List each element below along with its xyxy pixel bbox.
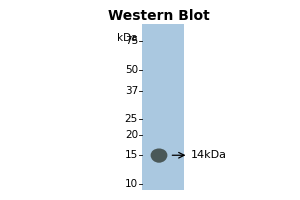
Text: 15: 15 xyxy=(125,150,138,160)
Bar xyxy=(142,24,184,190)
Text: 37: 37 xyxy=(125,86,138,96)
Text: 20: 20 xyxy=(125,130,138,140)
Text: 14kDa: 14kDa xyxy=(190,150,226,160)
Title: Western Blot: Western Blot xyxy=(108,9,210,23)
Text: 25: 25 xyxy=(125,114,138,124)
Ellipse shape xyxy=(151,148,167,163)
Text: 50: 50 xyxy=(125,65,138,75)
Text: kDa: kDa xyxy=(118,33,138,43)
Text: 10: 10 xyxy=(125,179,138,189)
Text: 75: 75 xyxy=(125,36,138,46)
